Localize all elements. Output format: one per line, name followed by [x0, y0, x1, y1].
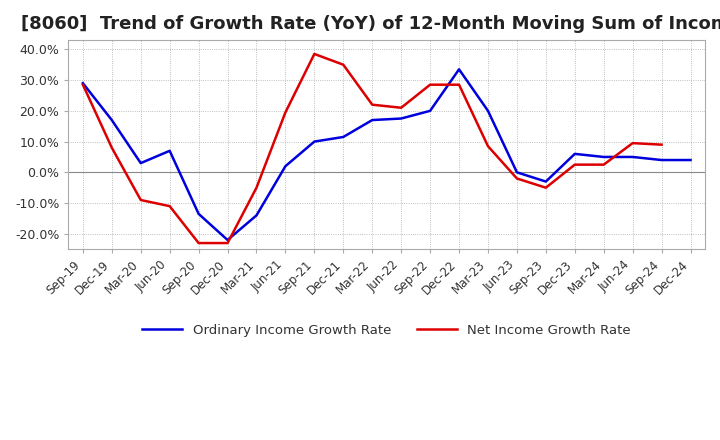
Ordinary Income Growth Rate — [136, 161, 145, 166]
Ordinary Income Growth Rate — [513, 170, 521, 175]
Ordinary Income Growth Rate — [339, 134, 348, 139]
Net Income Growth Rate — [78, 82, 87, 87]
Net Income Growth Rate — [657, 142, 666, 147]
Net Income Growth Rate — [629, 140, 637, 146]
Ordinary Income Growth Rate — [541, 179, 550, 184]
Ordinary Income Growth Rate — [281, 164, 289, 169]
Net Income Growth Rate — [570, 162, 579, 167]
Line: Net Income Growth Rate: Net Income Growth Rate — [83, 54, 662, 243]
Legend: Ordinary Income Growth Rate, Net Income Growth Rate: Ordinary Income Growth Rate, Net Income … — [137, 319, 636, 342]
Net Income Growth Rate — [252, 185, 261, 191]
Ordinary Income Growth Rate — [107, 117, 116, 123]
Ordinary Income Growth Rate — [166, 148, 174, 154]
Ordinary Income Growth Rate — [223, 237, 232, 242]
Net Income Growth Rate — [310, 51, 319, 57]
Net Income Growth Rate — [600, 162, 608, 167]
Ordinary Income Growth Rate — [484, 108, 492, 114]
Ordinary Income Growth Rate — [657, 158, 666, 163]
Title: [8060]  Trend of Growth Rate (YoY) of 12-Month Moving Sum of Incomes: [8060] Trend of Growth Rate (YoY) of 12-… — [21, 15, 720, 33]
Net Income Growth Rate — [223, 240, 232, 246]
Net Income Growth Rate — [397, 105, 405, 110]
Ordinary Income Growth Rate — [310, 139, 319, 144]
Ordinary Income Growth Rate — [455, 67, 464, 72]
Ordinary Income Growth Rate — [570, 151, 579, 157]
Ordinary Income Growth Rate — [252, 213, 261, 218]
Net Income Growth Rate — [541, 185, 550, 191]
Ordinary Income Growth Rate — [426, 108, 434, 114]
Ordinary Income Growth Rate — [78, 81, 87, 86]
Ordinary Income Growth Rate — [194, 211, 203, 216]
Net Income Growth Rate — [455, 82, 464, 87]
Net Income Growth Rate — [166, 204, 174, 209]
Ordinary Income Growth Rate — [600, 154, 608, 160]
Ordinary Income Growth Rate — [629, 154, 637, 160]
Net Income Growth Rate — [136, 198, 145, 203]
Net Income Growth Rate — [281, 110, 289, 115]
Net Income Growth Rate — [513, 176, 521, 181]
Net Income Growth Rate — [426, 82, 434, 87]
Line: Ordinary Income Growth Rate: Ordinary Income Growth Rate — [83, 70, 690, 240]
Ordinary Income Growth Rate — [397, 116, 405, 121]
Net Income Growth Rate — [107, 145, 116, 150]
Net Income Growth Rate — [339, 62, 348, 67]
Ordinary Income Growth Rate — [368, 117, 377, 123]
Net Income Growth Rate — [484, 143, 492, 149]
Net Income Growth Rate — [194, 240, 203, 246]
Net Income Growth Rate — [368, 102, 377, 107]
Ordinary Income Growth Rate — [686, 158, 695, 163]
